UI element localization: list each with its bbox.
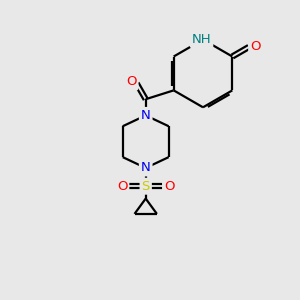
Text: O: O <box>250 40 261 53</box>
Text: O: O <box>164 180 175 193</box>
Text: N: N <box>141 161 151 175</box>
Text: S: S <box>142 180 150 193</box>
Text: O: O <box>117 180 128 193</box>
Text: N: N <box>141 109 151 122</box>
Text: NH: NH <box>192 33 211 46</box>
Text: O: O <box>126 75 136 88</box>
